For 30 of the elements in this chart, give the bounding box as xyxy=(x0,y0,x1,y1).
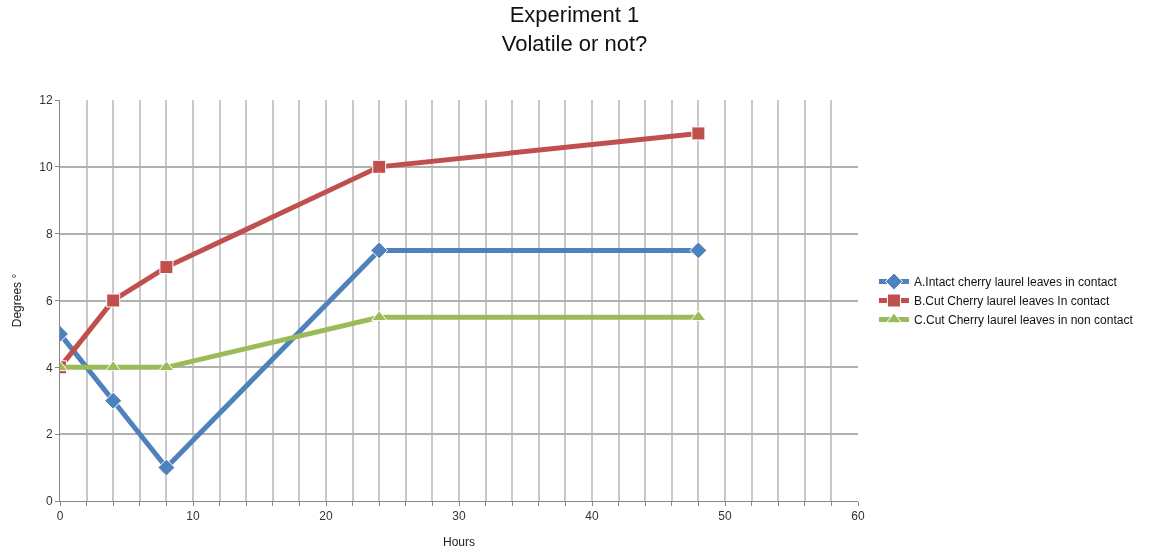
point xyxy=(689,241,708,260)
y-tick-label: 6 xyxy=(45,293,53,308)
x-tick-label: 30 xyxy=(452,509,466,524)
point xyxy=(372,159,387,174)
x-tick-label: 0 xyxy=(56,509,64,524)
legend-label: B.Cut Cherry laurel leaves In contact xyxy=(913,294,1111,309)
point xyxy=(691,126,706,141)
chart-title: Experiment 1 Volatile or not? xyxy=(501,2,648,56)
point xyxy=(157,458,176,477)
point xyxy=(106,293,121,308)
point xyxy=(104,391,123,410)
point xyxy=(159,260,174,275)
y-tick-label: 2 xyxy=(45,427,53,442)
y-tick-label: 8 xyxy=(45,226,53,241)
x-axis-title: Hours xyxy=(442,535,476,550)
point xyxy=(370,241,389,260)
legend-label: A.Intact cherry laurel leaves in contact xyxy=(913,275,1118,290)
x-tick-label: 50 xyxy=(718,509,732,524)
x-tick-label: 10 xyxy=(186,509,200,524)
x-tick-label: 40 xyxy=(585,509,599,524)
x-tick-label: 60 xyxy=(851,509,865,524)
y-tick-label: 12 xyxy=(39,93,53,108)
y-tick-label: 0 xyxy=(45,494,53,509)
y-axis-title: Degrees ° xyxy=(9,273,24,328)
y-tick-label: 4 xyxy=(45,360,53,375)
point xyxy=(105,360,122,372)
x-tick-label: 20 xyxy=(319,509,333,524)
point xyxy=(158,360,175,372)
legend-label: C.Cut Cherry laurel leaves in non contact xyxy=(913,313,1134,328)
y-tick-label: 10 xyxy=(39,160,53,175)
